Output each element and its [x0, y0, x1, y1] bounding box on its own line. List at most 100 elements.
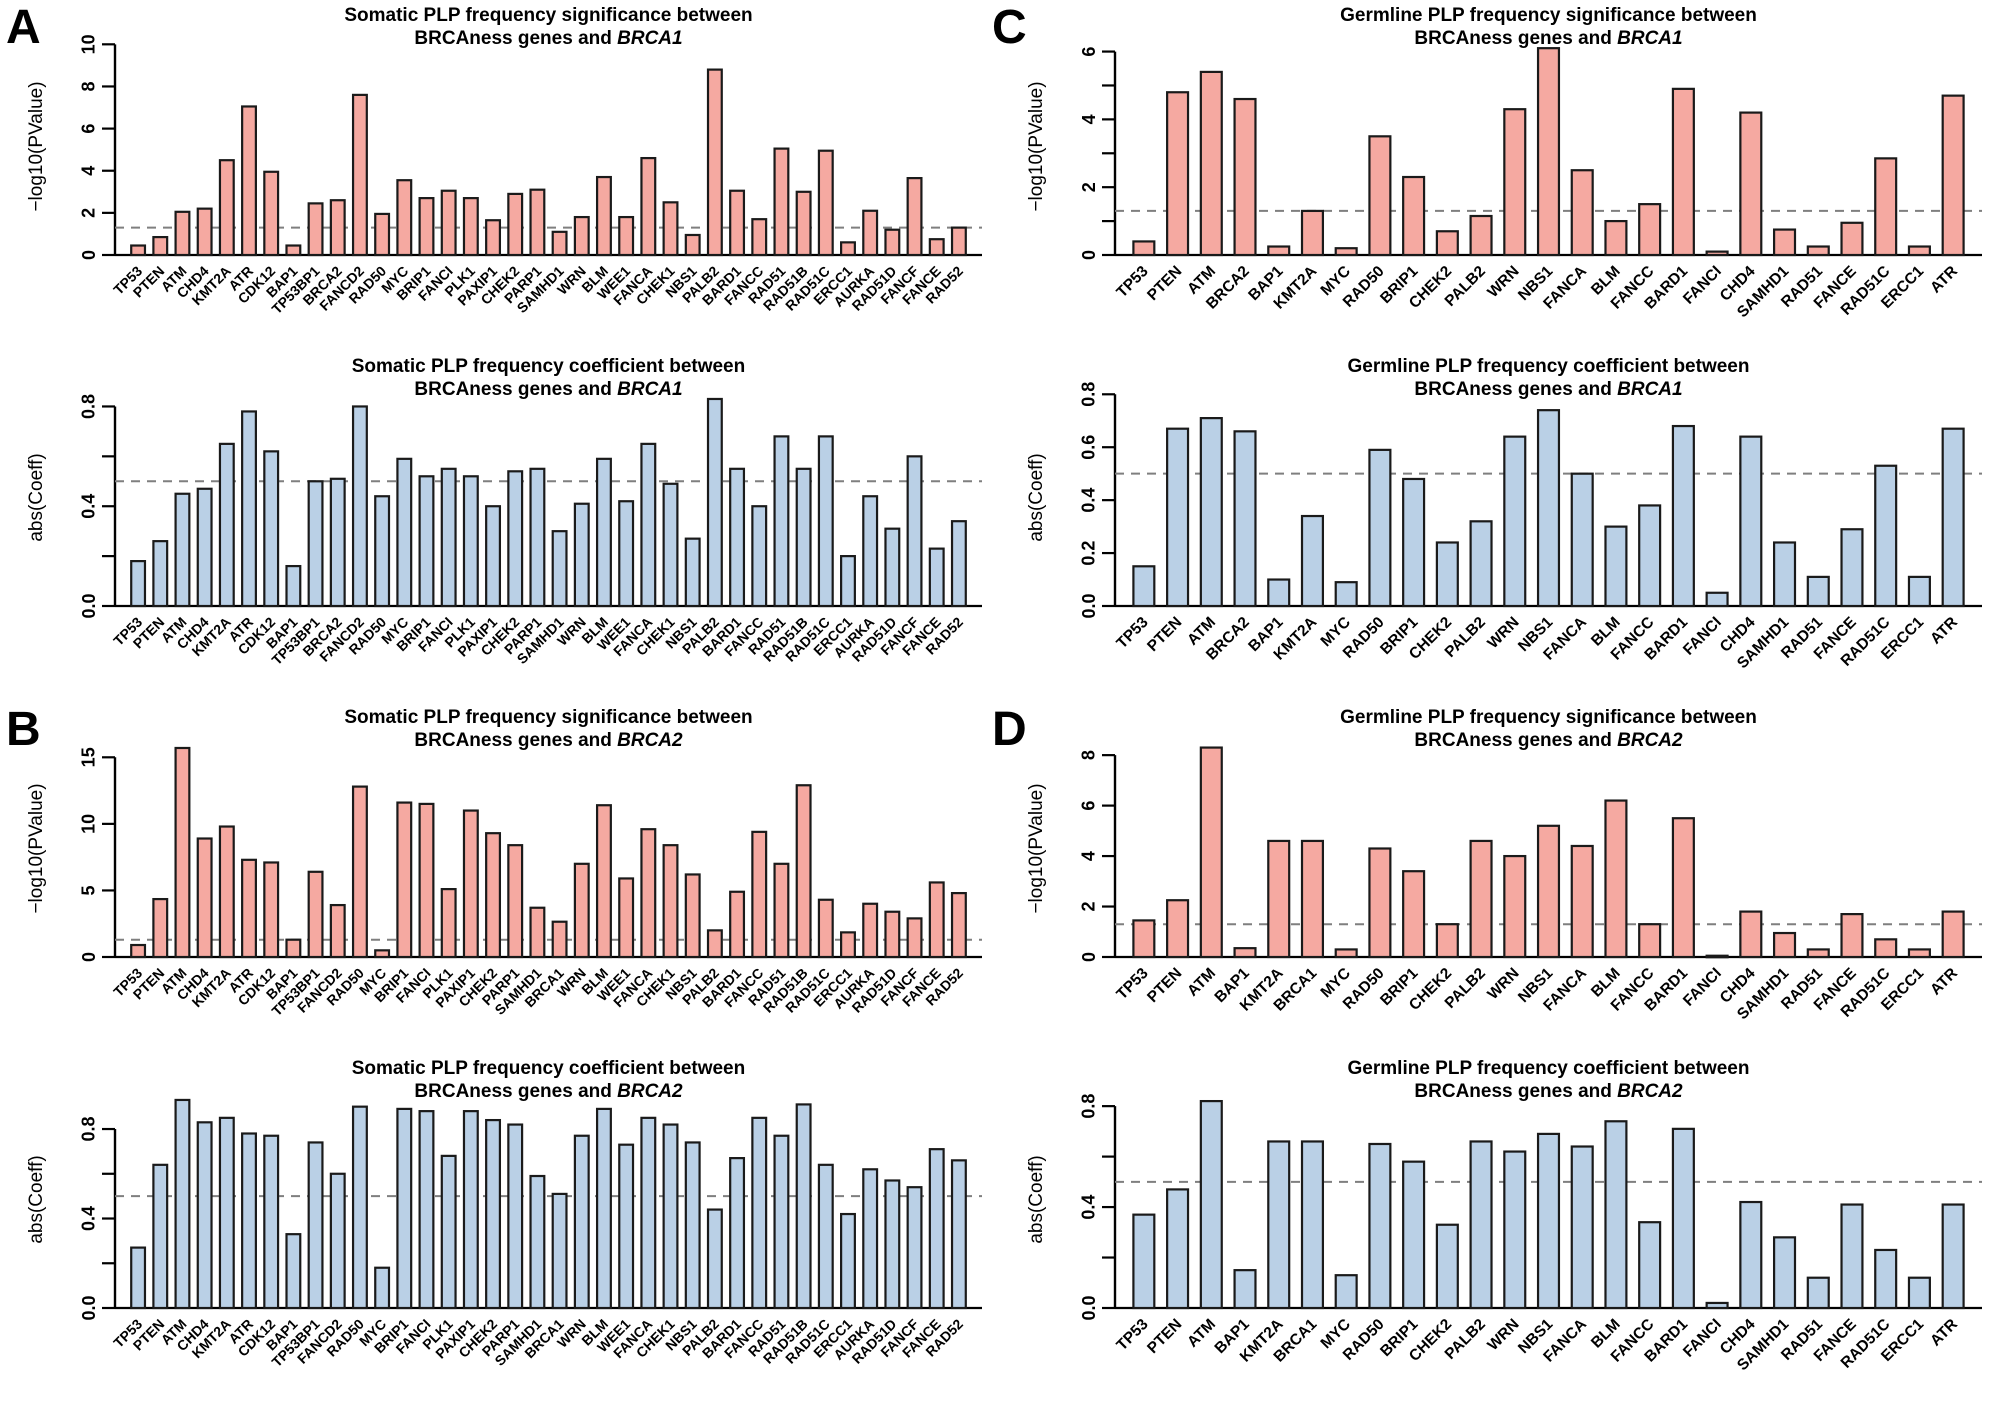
chart-title-line1: Somatic PLP frequency coefficient betwee…: [352, 356, 745, 377]
y-tick-label: 0.0: [79, 593, 99, 618]
y-axis-label: −log10(PValue): [26, 81, 47, 211]
bar-rad50: [351, 785, 368, 959]
bar-rad51: [773, 435, 790, 608]
bar-rad51: [773, 1134, 790, 1310]
y-tick-label: 8: [1079, 750, 1099, 760]
bar-brca2: [1233, 430, 1257, 608]
bar-aurka: [862, 1168, 879, 1310]
bar-chek2: [1435, 541, 1459, 608]
bar-tp53: [130, 943, 147, 959]
bar-fancc: [1638, 504, 1662, 608]
y-tick-label: 4: [1079, 851, 1099, 861]
bar-fance: [1840, 528, 1864, 608]
bar-atm: [174, 210, 191, 257]
bar-nbs1: [1536, 47, 1561, 257]
bar-bap1: [285, 938, 302, 959]
bar-fancc: [751, 1116, 768, 1310]
bar-wee1: [618, 215, 635, 257]
bars: [130, 746, 967, 959]
bar-brip1: [396, 801, 413, 959]
bar-brca1: [551, 920, 568, 959]
bars: [1132, 746, 1965, 959]
bar-fancd2: [351, 405, 368, 608]
y-tick-label: 0.6: [1079, 435, 1099, 460]
y-axis-label: abs(Coeff): [26, 453, 47, 541]
x-label-pten: PTEN: [1144, 1316, 1185, 1357]
bar-bard1: [729, 1157, 746, 1310]
panel-label-c: C: [992, 1, 1027, 54]
bar-tp53bp1: [307, 480, 324, 608]
bar-wrn: [1503, 1150, 1527, 1310]
bar-tp53bp1: [307, 1141, 324, 1310]
y-tick-label: 4: [79, 166, 99, 176]
bar-fanca: [640, 828, 657, 959]
y-axis-label: abs(Coeff): [26, 1155, 47, 1243]
bar-rad51: [773, 147, 790, 257]
bar-rad52: [950, 1159, 967, 1310]
bar-tp53: [1132, 565, 1156, 608]
chart-title-line1: Somatic PLP frequency significance betwe…: [344, 707, 752, 728]
bar-cdk12: [263, 450, 280, 608]
bar-chd4: [196, 1121, 213, 1310]
x-labels: TP53PTENATMCHD4KMT2AATRCDK12BAP1TP53BP1B…: [110, 613, 966, 668]
bar-wrn: [1503, 108, 1527, 257]
bar-tp53bp1: [307, 202, 324, 257]
bar-fanci: [440, 189, 457, 257]
bar-chek1: [662, 201, 679, 257]
bar-fanca: [640, 1116, 657, 1310]
bar-rad51c: [1874, 464, 1898, 608]
bar-atm: [1199, 417, 1223, 608]
bar-samhd1: [551, 530, 568, 608]
y-tick-label: 4: [1079, 114, 1099, 124]
bar-pten: [1166, 899, 1190, 959]
bar-plk1: [462, 475, 479, 608]
chart-title-line1: Somatic PLP frequency coefficient betwee…: [352, 1058, 745, 1079]
chart-title-line2: BRCAness genes and BRCA2: [414, 1081, 683, 1102]
bar-nbs1: [1536, 1132, 1561, 1310]
y-tick-label: 0.0: [79, 1295, 99, 1320]
y-tick-label: 5: [79, 885, 99, 895]
bar-blm: [1604, 1120, 1628, 1310]
x-label-fanci: FANCI: [1680, 1316, 1725, 1361]
chart-title-line2: BRCAness genes and BRCA2: [1414, 1081, 1683, 1102]
bar-chd4: [196, 207, 213, 257]
y-tick-label: 2: [79, 208, 99, 218]
bar-aurka: [862, 902, 879, 959]
bar-kmt2a: [1300, 514, 1325, 608]
y-tick-label: 0.4: [79, 1206, 99, 1231]
bar-bap1: [1233, 1269, 1257, 1310]
bar-myc: [1334, 581, 1358, 608]
bars: [130, 68, 967, 257]
bar-rad50: [351, 1105, 368, 1310]
x-label-atr: ATR: [1927, 263, 1961, 297]
y-ticks: 0 2 4 6 8: [1079, 750, 1115, 962]
bar-cdk12: [263, 1134, 280, 1310]
y-tick-label: 0.4: [1079, 1195, 1099, 1220]
x-label-wrn: WRN: [1484, 614, 1522, 652]
bar-nbs1: [684, 537, 701, 608]
panel-label-d: D: [992, 703, 1027, 756]
bar-blm: [595, 457, 612, 608]
bar-bap1: [1233, 947, 1257, 959]
bar-rad51: [1806, 245, 1830, 257]
y-tick-label: 0.0: [1079, 593, 1099, 618]
somatic-brca1-significance-svg: Somatic PLP frequency significance betwe…: [26, 5, 982, 317]
bar-kmt2a: [1300, 209, 1325, 257]
x-label-wrn: WRN: [1484, 263, 1522, 301]
bar-fanci: [1705, 250, 1729, 257]
bar-nbs1: [1536, 824, 1561, 959]
bar-chd4: [1739, 435, 1763, 608]
y-tick-label: 0: [1079, 250, 1099, 260]
chart-title-line1: Somatic PLP frequency significance betwe…: [344, 5, 752, 26]
bar-palb2: [706, 68, 723, 257]
chart-germline-brca1-significance: Germline PLP frequency significance betw…: [1000, 0, 2000, 351]
bar-bap1: [1267, 578, 1291, 608]
bar-nbs1: [1536, 409, 1561, 608]
bar-brip1: [1402, 870, 1426, 959]
bar-ercc1: [840, 555, 856, 608]
y-tick-label: 6: [1079, 47, 1099, 57]
bar-palb2: [706, 929, 723, 959]
bar-ercc1: [1907, 245, 1931, 257]
y-tick-label: 15: [79, 747, 99, 767]
bars: [130, 397, 967, 608]
